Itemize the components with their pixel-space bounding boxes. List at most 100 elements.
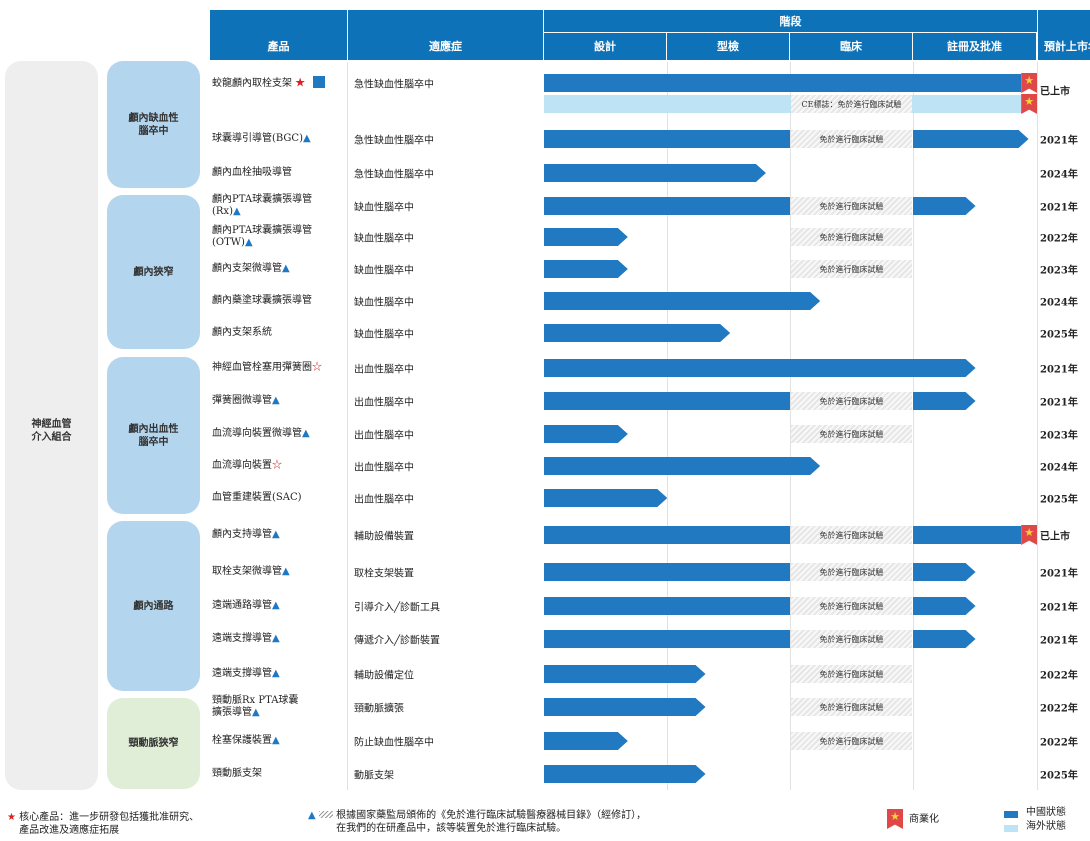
- product-name-text: 頸動脈Rx PTA球囊 擴張導管: [212, 695, 299, 718]
- product-name: 頸動脈支架: [212, 768, 262, 780]
- launch-year: 2025年: [1040, 329, 1078, 341]
- product-name: 顱內支架系統: [212, 327, 272, 339]
- legend-exempt: ▲ 根據國家藥監局頒佈的《免於進行臨床試驗醫療器械目錄》（經修訂）， 在我們的在…: [308, 809, 646, 835]
- indication: 缺血性腦卒中: [354, 202, 414, 214]
- triangle-icon: ▲: [232, 206, 241, 217]
- progress-bar: [544, 130, 790, 148]
- hollow-star-icon: ☆: [272, 460, 282, 471]
- progress-bar: [544, 457, 820, 475]
- indication: 出血性腦卒中: [354, 397, 414, 409]
- indication: 動脈支架: [354, 770, 394, 782]
- progress-bar: [544, 425, 628, 443]
- product-name: 神經血管栓塞用彈簧圈☆: [212, 362, 322, 374]
- header-indication: 適應症: [348, 10, 543, 60]
- legend-overseas: 海外狀態: [1026, 821, 1066, 832]
- star-icon: ★: [292, 78, 306, 89]
- overseas-progress-bar: [544, 95, 1022, 113]
- launch-year: 2025年: [1040, 494, 1078, 506]
- progress-bar: [544, 260, 628, 278]
- divider: [1037, 62, 1038, 790]
- launch-year: 2022年: [1040, 233, 1078, 245]
- indication: 頸動脈擴張: [354, 703, 404, 715]
- product-name: 血管重建裝置(SAC): [212, 492, 302, 504]
- progress-bar: [544, 597, 790, 615]
- launch-year: 2023年: [1040, 430, 1078, 442]
- clinical-exempt-box: 免於進行臨床試驗: [791, 732, 912, 750]
- indication: 出血性腦卒中: [354, 494, 414, 506]
- clinical-exempt-box: 免於進行臨床試驗: [791, 260, 912, 278]
- product-name: 顱內PTA球囊擴張導管 (OTW)▲: [212, 225, 312, 249]
- launch-year: 2021年: [1040, 635, 1078, 647]
- progress-bar: [913, 392, 976, 410]
- product-name: 栓塞保護裝置▲: [212, 735, 280, 747]
- category-group: 頸動脈狹窄: [107, 698, 200, 789]
- product-name: 顱內藥塗球囊擴張導管: [212, 295, 312, 307]
- launch-year: 2021年: [1040, 397, 1078, 409]
- divider: [667, 62, 668, 790]
- launch-year: 2022年: [1040, 703, 1078, 715]
- progress-bar: [544, 164, 766, 182]
- product-name: 遠端支撐導管▲: [212, 633, 280, 645]
- launch-year: 2022年: [1040, 670, 1078, 682]
- legend-china: 中國狀態: [1026, 807, 1066, 818]
- product-name-text: 遠端通路導管: [212, 600, 272, 611]
- legend-core: ★ 核心產品：進一步研發包括獲批准研究、 產品改進及適應症拓展: [7, 811, 199, 837]
- header-stage-registration: 註冊及批准: [913, 33, 1036, 60]
- hollow-star-icon: ☆: [312, 362, 322, 373]
- divider: [347, 62, 348, 790]
- progress-bar: [913, 197, 976, 215]
- launch-year: 2025年: [1040, 770, 1078, 782]
- hatch-icon: [318, 811, 333, 818]
- launch-year: 已上市: [1040, 86, 1070, 98]
- overseas-swatch: [1004, 825, 1018, 832]
- clinical-exempt-box: 免於進行臨床試驗: [791, 228, 912, 246]
- progress-bar: [544, 489, 667, 507]
- product-name: 取栓支架微導管▲: [212, 566, 290, 578]
- indication: 引導介入╱診斷工具: [354, 602, 441, 614]
- launch-year: 2021年: [1040, 202, 1078, 214]
- square-icon: [313, 76, 326, 88]
- clinical-exempt-box: 免於進行臨床試驗: [791, 526, 912, 544]
- header-stage-design: 設計: [544, 33, 666, 60]
- clinical-exempt-box: 免於進行臨床試驗: [791, 130, 912, 148]
- indication: 輔助設備裝置: [354, 531, 414, 543]
- triangle-icon: ▲: [252, 707, 260, 718]
- launch-year: 2021年: [1040, 568, 1078, 580]
- launch-year: 2021年: [1040, 364, 1078, 376]
- progress-bar: [544, 665, 706, 683]
- triangle-icon: ▲: [282, 566, 290, 577]
- indication: 缺血性腦卒中: [354, 265, 414, 277]
- indication: 出血性腦卒中: [354, 462, 414, 474]
- product-name-text: 血流導向裝置: [212, 460, 272, 471]
- triangle-icon: ▲: [272, 633, 280, 644]
- product-name: 顱內支架微導管▲: [212, 263, 290, 275]
- product-name: 頸動脈Rx PTA球囊 擴張導管▲: [212, 695, 298, 719]
- clinical-exempt-box: 免於進行臨床試驗: [791, 698, 912, 716]
- product-name-text: 顱內血栓抽吸導管: [212, 167, 292, 178]
- product-name: 遠端支撐導管▲: [212, 668, 280, 680]
- product-name-text: 血管重建裝置(SAC): [212, 492, 302, 503]
- indication: 缺血性腦卒中: [354, 233, 414, 245]
- china-swatch: [1004, 811, 1018, 818]
- clinical-exempt-box: 免於進行臨床試驗: [791, 597, 912, 615]
- triangle-icon: ▲: [308, 810, 316, 821]
- clinical-exempt-box: 免於進行臨床試驗: [791, 197, 912, 215]
- product-name-text: 顱內支持導管: [212, 529, 272, 540]
- product-name-text: 球囊導引導管(BGC): [212, 133, 303, 144]
- product-name-text: 血流導向裝置微導管: [212, 428, 302, 439]
- indication: 缺血性腦卒中: [354, 297, 414, 309]
- clinical-exempt-box: 免於進行臨床試驗: [791, 392, 912, 410]
- product-name-text: 顱內藥塗球囊擴張導管: [212, 295, 312, 306]
- progress-bar: [544, 630, 790, 648]
- header-product: 產品: [210, 10, 347, 60]
- progress-bar: [913, 130, 1029, 148]
- progress-bar: [913, 563, 976, 581]
- indication: 防止缺血性腦卒中: [354, 737, 434, 749]
- commercialized-flag-icon: ★: [887, 809, 903, 829]
- product-name-text: 頸動脈支架: [212, 768, 262, 779]
- clinical-exempt-box: 免於進行臨床試驗: [791, 665, 912, 683]
- divider: [913, 62, 914, 790]
- progress-bar: [913, 630, 976, 648]
- progress-bar: [913, 526, 1022, 544]
- progress-bar: [544, 359, 976, 377]
